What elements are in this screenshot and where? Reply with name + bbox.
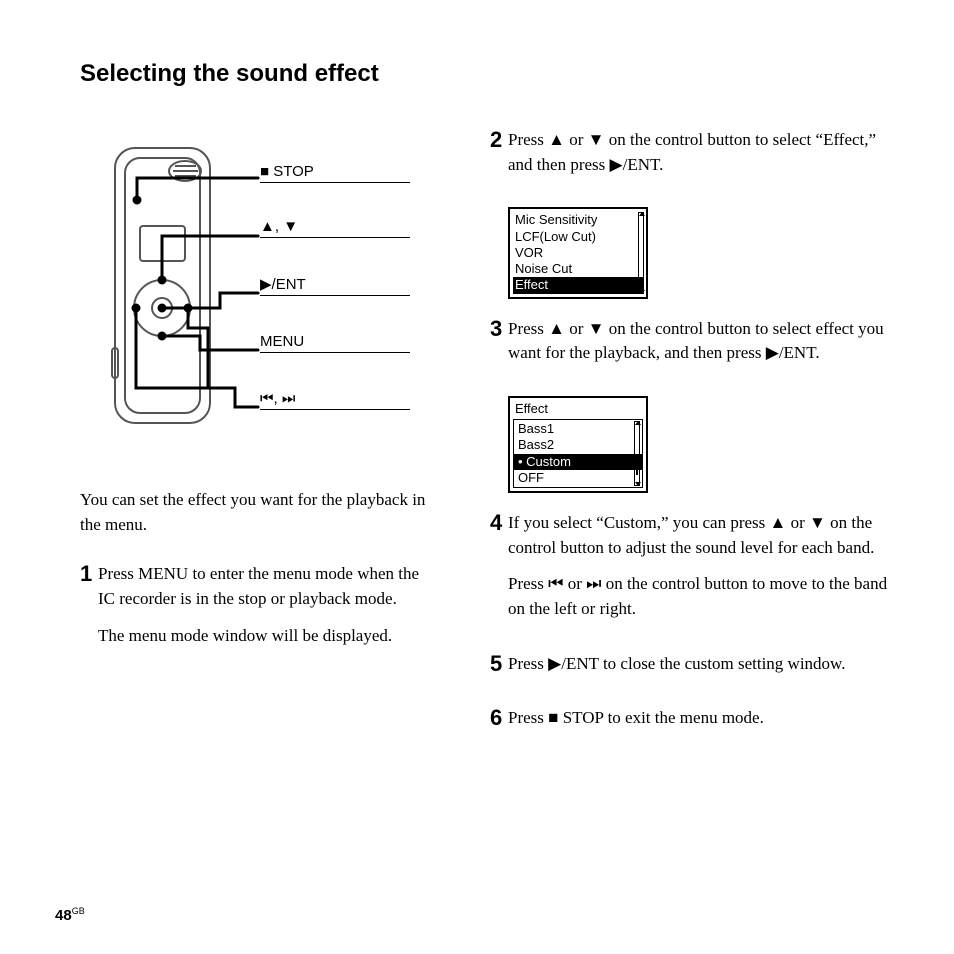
step-number: 4 [490, 511, 508, 634]
scrollbar [634, 421, 640, 486]
menu-item: OFF [514, 470, 642, 486]
step-number: 3 [490, 317, 508, 378]
down-triangle-icon: ▼ [809, 513, 826, 532]
step-number: 6 [490, 706, 508, 743]
step-6: 6 Press ■ STOP to exit the menu mode. [490, 706, 894, 743]
stop-icon: ■ [260, 163, 269, 180]
step-2-text: Press ▲ or ▼ on the control button to se… [508, 128, 894, 177]
device-label-stop: ■ STOP [260, 163, 410, 183]
page-number: 48GB [55, 906, 85, 924]
menu-item: Noise Cut [513, 261, 643, 277]
step-4: 4 If you select “Custom,” you can press … [490, 511, 894, 634]
play-icon: ▶ [260, 276, 272, 293]
step-number: 1 [80, 562, 98, 660]
next-track-icon: ⏭ [282, 390, 296, 407]
step-5: 5 Press ▶/ENT to close the custom settin… [490, 652, 894, 689]
intro-text: You can set the effect you want for the … [80, 488, 440, 537]
device-label-prevnext: ⏮, ⏭ [260, 390, 410, 410]
step-4-text-2: Press ⏮ or ⏭ on the control button to mo… [508, 572, 894, 621]
step-3-text: Press ▲ or ▼ on the control button to se… [508, 317, 894, 366]
device-label-updown: ▲, ▼ [260, 218, 410, 238]
menu-item-selected: Effect [513, 277, 643, 293]
scrollbar [638, 212, 644, 293]
up-triangle-icon: ▲ [260, 218, 275, 235]
device-illustration: ■ STOP ▲, ▼ ▶/ENT MENU ⏮, ⏭ [80, 128, 440, 458]
step-3: 3 Press ▲ or ▼ on the control button to … [490, 317, 894, 378]
step-number: 5 [490, 652, 508, 689]
step-number: 2 [490, 128, 508, 189]
down-triangle-icon: ▼ [588, 319, 605, 338]
next-track-icon: ⏭ [586, 574, 601, 593]
menu-item: Bass1 [514, 421, 642, 437]
step-4-text-1: If you select “Custom,” you can press ▲ … [508, 511, 894, 560]
menu-screenshot-effect-options: Effect Bass1 Bass2 • Custom OFF [508, 396, 648, 493]
device-label-playent: ▶/ENT [260, 276, 410, 296]
step-1: 1 Press MENU to enter the menu mode when… [80, 562, 440, 660]
play-icon: ▶ [766, 343, 779, 362]
device-label-menu: MENU [260, 333, 410, 353]
play-icon: ▶ [610, 155, 623, 174]
menu-item: LCF(Low Cut) [513, 229, 643, 245]
up-triangle-icon: ▲ [770, 513, 787, 532]
down-triangle-icon: ▼ [588, 130, 605, 149]
up-triangle-icon: ▲ [548, 319, 565, 338]
step-1-text-2: The menu mode window will be displayed. [98, 624, 440, 649]
prev-track-icon: ⏮ [548, 574, 563, 593]
step-1-text-1: Press MENU to enter the menu mode when t… [98, 562, 440, 611]
prev-track-icon: ⏮ [260, 390, 274, 407]
menu-item: Mic Sensitivity [513, 212, 643, 228]
menu-item: Bass2 [514, 437, 642, 453]
menu-title: Effect [513, 401, 643, 419]
step-5-text: Press ▶/ENT to close the custom setting … [508, 652, 894, 677]
up-triangle-icon: ▲ [548, 130, 565, 149]
play-icon: ▶ [548, 654, 561, 673]
menu-item-selected: • Custom [514, 454, 642, 470]
step-6-text: Press ■ STOP to exit the menu mode. [508, 706, 894, 731]
menu-item: VOR [513, 245, 643, 261]
stop-icon: ■ [548, 708, 558, 727]
step-2: 2 Press ▲ or ▼ on the control button to … [490, 128, 894, 189]
page-title: Selecting the sound effect [80, 60, 894, 88]
down-triangle-icon: ▼ [283, 218, 298, 235]
menu-screenshot-effect-list: Mic Sensitivity LCF(Low Cut) VOR Noise C… [508, 207, 648, 298]
